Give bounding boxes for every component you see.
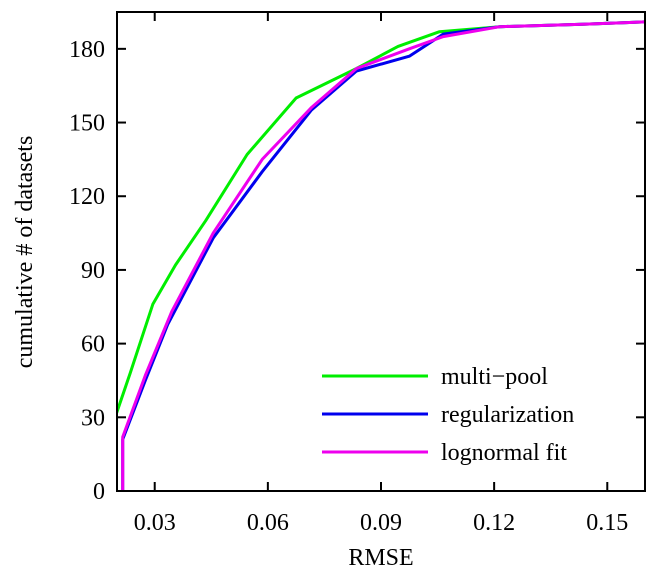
legend-label: lognormal fit bbox=[441, 440, 567, 466]
series-line-2 bbox=[121, 20, 645, 491]
legend: multi−pool regularization lognormal fit bbox=[322, 364, 574, 466]
legend-entry: regularization bbox=[322, 402, 574, 428]
y-tick-label: 180 bbox=[69, 37, 105, 63]
y-tick-label: 150 bbox=[69, 111, 105, 137]
series-lines bbox=[117, 20, 645, 491]
y-tick-label: 30 bbox=[81, 405, 105, 431]
x-tick-label: 0.15 bbox=[586, 510, 628, 536]
x-tick-label: 0.06 bbox=[247, 510, 289, 536]
y-tick-label: 90 bbox=[81, 258, 105, 284]
x-tick-label: 0.09 bbox=[360, 510, 402, 536]
x-tick-label: 0.12 bbox=[473, 510, 515, 536]
x-tick-label: 0.03 bbox=[134, 510, 176, 536]
legend-entry: lognormal fit bbox=[322, 440, 567, 466]
y-axis-label: cumulative # of datasets bbox=[12, 136, 38, 369]
y-tick-label: 120 bbox=[69, 184, 105, 210]
legend-label: multi−pool bbox=[441, 364, 548, 390]
plot-area: 0.03 0.06 0.09 0.12 0.15 0 30 60 90 120 150 180 bbox=[69, 11, 646, 536]
legend-label: regularization bbox=[441, 402, 574, 428]
y-tick-label: 0 bbox=[93, 479, 105, 505]
legend-entry: multi−pool bbox=[322, 364, 548, 390]
x-axis-label: RMSE bbox=[348, 545, 413, 571]
y-tick-label: 60 bbox=[81, 332, 105, 358]
